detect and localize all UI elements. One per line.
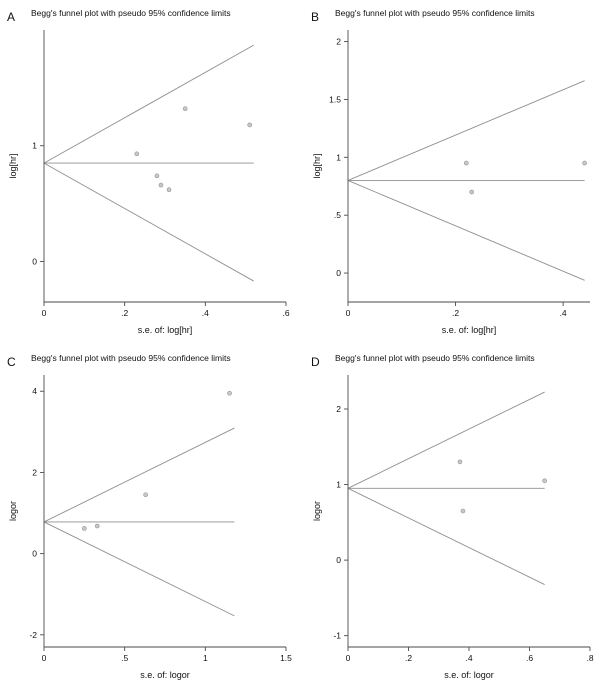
upper-confidence-limit-line xyxy=(347,391,545,489)
upper-confidence-limit-line xyxy=(43,44,254,164)
y-tick-label: 0 xyxy=(336,555,341,565)
y-tick-label: 0 xyxy=(32,549,37,559)
y-axis-label: logor xyxy=(312,501,322,521)
upper-confidence-limit-line xyxy=(43,427,235,523)
panel-title-d: Begg's funnel plot with pseudo 95% confi… xyxy=(335,353,535,363)
funnel-plot-b: 0 .2 .4 0 .5 1 1.5 2 s.e. of: log[hr] log[hr] xyxy=(312,30,590,335)
data-point xyxy=(94,523,100,529)
panel-label-a: A xyxy=(7,10,16,24)
x-axis-label: s.e. of: logor xyxy=(444,670,494,680)
y-tick-label: 1.5 xyxy=(329,94,341,104)
y-tick-label: .5 xyxy=(334,210,341,220)
panel-label-d: D xyxy=(311,355,320,369)
y-tick-label: 1 xyxy=(32,141,37,151)
x-axis-label: s.e. of: logor xyxy=(140,670,190,680)
x-tick-label: 0 xyxy=(346,653,351,663)
lower-confidence-limit-line xyxy=(347,487,545,585)
funnel-plot-a: 0 .2 .4 .6 0 1 s.e. of: log[hr] log[hr] xyxy=(8,30,290,335)
y-tick-label: 0 xyxy=(336,268,341,278)
panel-label-b: B xyxy=(311,10,320,24)
y-tick-label: 2 xyxy=(32,467,37,477)
x-tick-label: .4 xyxy=(560,308,567,318)
x-tick-label: 0 xyxy=(42,308,47,318)
x-tick-label: .4 xyxy=(202,308,209,318)
panel-title-c: Begg's funnel plot with pseudo 95% confi… xyxy=(31,353,231,363)
lower-confidence-limit-line xyxy=(347,180,585,281)
y-tick-label: -2 xyxy=(29,630,37,640)
x-axis-label: s.e. of: log[hr] xyxy=(138,325,193,335)
panel-a: A Begg's funnel plot with pseudo 95% con… xyxy=(0,0,304,345)
y-axis-label: log[hr] xyxy=(312,153,322,178)
x-tick-label: 0 xyxy=(42,653,47,663)
data-point xyxy=(457,459,463,465)
x-tick-label: 0 xyxy=(346,308,351,318)
data-point xyxy=(158,182,164,188)
upper-confidence-limit-line xyxy=(347,80,585,181)
funnel-plot-c: 0 .5 1 1.5 -2 0 2 4 s.e. of: logor logor xyxy=(8,375,292,680)
y-axis-label: logor xyxy=(8,501,18,521)
lower-confidence-limit-line xyxy=(43,162,254,282)
x-tick-label: 1.5 xyxy=(280,653,292,663)
y-tick-label: 2 xyxy=(336,404,341,414)
panel-c: C Begg's funnel plot with pseudo 95% con… xyxy=(0,345,304,691)
y-tick-label: 4 xyxy=(32,386,37,396)
x-axis-label: s.e. of: log[hr] xyxy=(442,325,497,335)
x-tick-label: 1 xyxy=(203,653,208,663)
data-point xyxy=(460,508,466,514)
data-point xyxy=(464,160,469,166)
panel-b: B Begg's funnel plot with pseudo 95% con… xyxy=(304,0,608,345)
x-tick-label: .8 xyxy=(586,653,593,663)
panel-d: D Begg's funnel plot with pseudo 95% con… xyxy=(304,345,608,691)
x-tick-label: .6 xyxy=(526,653,533,663)
data-point xyxy=(166,187,172,193)
y-tick-label: 1 xyxy=(336,480,341,490)
y-tick-label: 1 xyxy=(336,152,341,162)
data-point xyxy=(247,122,252,128)
data-point xyxy=(469,189,474,195)
x-tick-label: .5 xyxy=(121,653,128,663)
y-tick-label: 2 xyxy=(336,37,341,47)
panel-title-a: Begg's funnel plot with pseudo 95% confi… xyxy=(31,8,231,18)
x-tick-label: .6 xyxy=(282,308,289,318)
data-point xyxy=(582,160,587,166)
data-point xyxy=(227,390,232,396)
y-axis-label: log[hr] xyxy=(8,153,18,178)
x-tick-label: .2 xyxy=(405,653,412,663)
x-tick-label: .4 xyxy=(465,653,472,663)
funnel-plot-d: 0 .2 .4 .6 .8 -1 0 1 2 s.e. of: logor logor xyxy=(312,375,594,680)
y-tick-label: -1 xyxy=(333,631,341,641)
data-point xyxy=(134,151,140,157)
x-tick-label: .2 xyxy=(452,308,459,318)
y-tick-label: 0 xyxy=(32,256,37,266)
data-point xyxy=(542,478,547,484)
data-point xyxy=(154,173,160,179)
data-point xyxy=(143,492,148,498)
panel-title-b: Begg's funnel plot with pseudo 95% confi… xyxy=(335,8,535,18)
data-point xyxy=(182,106,188,112)
data-point xyxy=(82,526,87,531)
panel-label-c: C xyxy=(7,355,16,369)
x-tick-label: .2 xyxy=(121,308,128,318)
lower-confidence-limit-line xyxy=(43,521,235,617)
